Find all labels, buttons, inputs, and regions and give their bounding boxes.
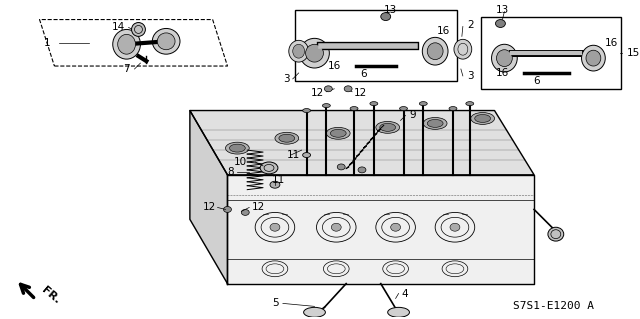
Ellipse shape: [582, 45, 605, 71]
Polygon shape: [190, 111, 227, 284]
Ellipse shape: [132, 23, 145, 36]
Ellipse shape: [270, 223, 280, 231]
Polygon shape: [227, 175, 534, 284]
Polygon shape: [190, 111, 534, 175]
Ellipse shape: [279, 134, 295, 142]
Ellipse shape: [390, 223, 401, 231]
Ellipse shape: [303, 308, 325, 317]
Text: 15: 15: [627, 48, 640, 58]
Text: 12: 12: [311, 88, 324, 98]
Text: 4: 4: [401, 288, 408, 299]
Ellipse shape: [471, 113, 495, 124]
Text: 6: 6: [361, 69, 367, 79]
Ellipse shape: [332, 223, 341, 231]
Ellipse shape: [275, 132, 299, 144]
Bar: [481, 17, 621, 89]
Ellipse shape: [497, 50, 512, 67]
Ellipse shape: [289, 40, 308, 62]
Text: 6: 6: [534, 76, 540, 86]
Text: 3: 3: [284, 74, 290, 84]
Ellipse shape: [344, 86, 352, 92]
Ellipse shape: [586, 50, 601, 66]
Ellipse shape: [270, 181, 280, 188]
Ellipse shape: [292, 44, 305, 58]
Ellipse shape: [450, 223, 460, 231]
Text: 2: 2: [467, 20, 474, 31]
Ellipse shape: [113, 29, 140, 59]
Ellipse shape: [157, 33, 175, 50]
Ellipse shape: [423, 117, 447, 129]
Text: 3: 3: [467, 71, 474, 81]
Ellipse shape: [152, 28, 180, 54]
Ellipse shape: [230, 144, 245, 152]
Ellipse shape: [399, 107, 408, 111]
Ellipse shape: [330, 129, 346, 137]
Ellipse shape: [358, 167, 366, 173]
Ellipse shape: [428, 43, 443, 60]
Ellipse shape: [381, 13, 390, 20]
Text: 8: 8: [227, 167, 234, 177]
Ellipse shape: [419, 102, 428, 106]
Ellipse shape: [300, 38, 330, 68]
Text: 10: 10: [234, 157, 247, 167]
Ellipse shape: [370, 102, 378, 106]
Text: 1: 1: [44, 38, 51, 48]
Ellipse shape: [241, 210, 249, 215]
Text: 13: 13: [384, 5, 397, 15]
Text: 13: 13: [496, 5, 509, 15]
Ellipse shape: [225, 142, 249, 154]
Text: 11: 11: [287, 150, 300, 160]
Ellipse shape: [324, 86, 332, 92]
Ellipse shape: [428, 119, 443, 127]
Ellipse shape: [326, 127, 350, 139]
Ellipse shape: [306, 44, 323, 62]
Ellipse shape: [223, 206, 232, 212]
Ellipse shape: [376, 122, 399, 133]
Ellipse shape: [495, 19, 506, 27]
Text: 12: 12: [354, 88, 367, 98]
Ellipse shape: [475, 115, 490, 122]
Text: 12: 12: [252, 203, 266, 212]
Text: 11: 11: [272, 175, 285, 185]
Text: 12: 12: [202, 203, 216, 212]
Text: 9: 9: [410, 110, 416, 121]
Bar: [295, 10, 457, 81]
Ellipse shape: [303, 152, 310, 158]
Text: 16: 16: [328, 61, 341, 71]
Ellipse shape: [303, 108, 310, 113]
Text: 16: 16: [496, 68, 509, 78]
Ellipse shape: [454, 39, 472, 59]
Ellipse shape: [492, 44, 517, 72]
Text: 14: 14: [112, 22, 125, 33]
Ellipse shape: [449, 107, 457, 111]
Ellipse shape: [422, 37, 448, 65]
Ellipse shape: [337, 164, 345, 170]
Text: 7: 7: [124, 64, 130, 74]
Text: S7S1-E1200 A: S7S1-E1200 A: [513, 301, 595, 311]
Ellipse shape: [118, 34, 136, 54]
Text: FR.: FR.: [40, 285, 61, 306]
Ellipse shape: [548, 227, 564, 241]
Ellipse shape: [260, 162, 278, 174]
Text: 16: 16: [436, 26, 450, 36]
Text: 5: 5: [272, 298, 279, 308]
Text: 16: 16: [605, 38, 618, 48]
Ellipse shape: [350, 107, 358, 111]
Ellipse shape: [388, 308, 410, 317]
Ellipse shape: [466, 102, 474, 106]
Ellipse shape: [380, 123, 396, 131]
Ellipse shape: [323, 104, 330, 108]
